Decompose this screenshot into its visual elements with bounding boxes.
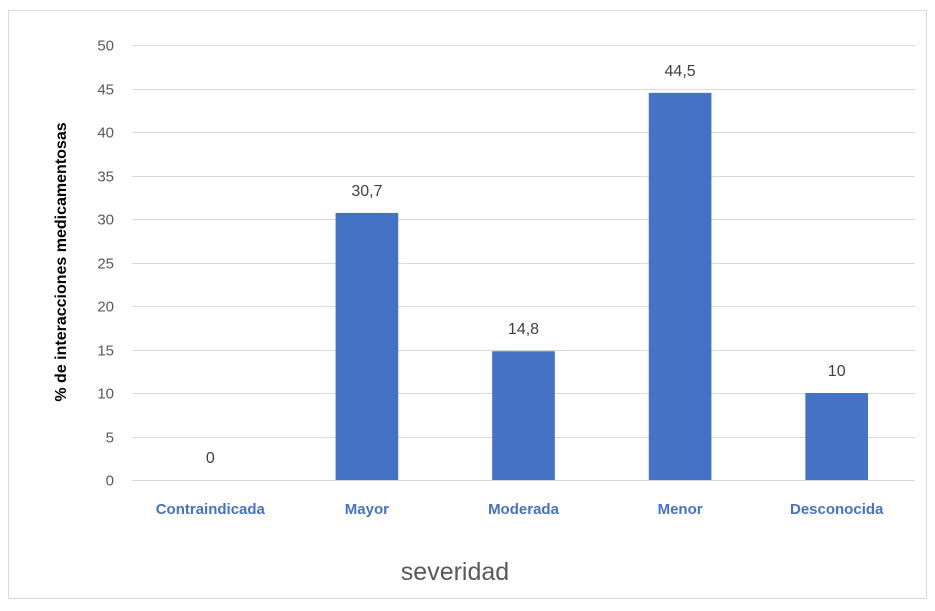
data-label-contraindicada: 0 — [206, 450, 215, 467]
bar-desconocida — [805, 393, 869, 480]
y-axis-label: % de interacciones medicamentosas — [53, 122, 70, 401]
data-label-desconocida: 10 — [828, 363, 846, 380]
x-tick-label-desconocida: Desconocida — [790, 501, 884, 518]
x-tick-label-moderada: Moderada — [488, 501, 560, 518]
data-label-moderada: 14,8 — [508, 321, 539, 338]
y-tick-label: 40 — [97, 125, 114, 142]
x-axis-ticks: Contraindicada Mayor Moderada Menor Desconoc… — [156, 501, 884, 518]
bar-mayor — [335, 212, 399, 480]
y-axis-ticks: 0 5 10 15 20 25 30 35 40 45 50 — [97, 38, 114, 490]
bars — [335, 92, 869, 480]
x-tick-label-mayor: Mayor — [345, 501, 389, 518]
y-tick-label: 5 — [106, 430, 114, 447]
x-tick-label-menor: Menor — [658, 501, 703, 518]
x-tick-label-contraindicada: Contraindicada — [156, 501, 266, 518]
y-tick-label: 35 — [97, 169, 114, 186]
y-tick-label: 50 — [97, 38, 114, 55]
y-tick-label: 10 — [97, 386, 114, 403]
y-tick-label: 25 — [97, 256, 114, 273]
y-tick-label: 20 — [97, 299, 114, 316]
data-label-mayor: 30,7 — [351, 183, 382, 200]
x-axis-label: severidad — [401, 558, 509, 586]
bar-menor — [648, 92, 712, 480]
data-label-menor: 44,5 — [665, 63, 696, 80]
data-labels: 0 30,7 14,8 44,5 10 — [206, 63, 846, 467]
y-tick-label: 30 — [97, 212, 114, 229]
bar-moderada — [492, 351, 555, 480]
y-tick-label: 0 — [106, 473, 114, 490]
gridlines — [132, 45, 915, 481]
chart-frame — [8, 10, 927, 599]
y-tick-label: 45 — [97, 82, 114, 99]
y-tick-label: 15 — [97, 343, 114, 360]
